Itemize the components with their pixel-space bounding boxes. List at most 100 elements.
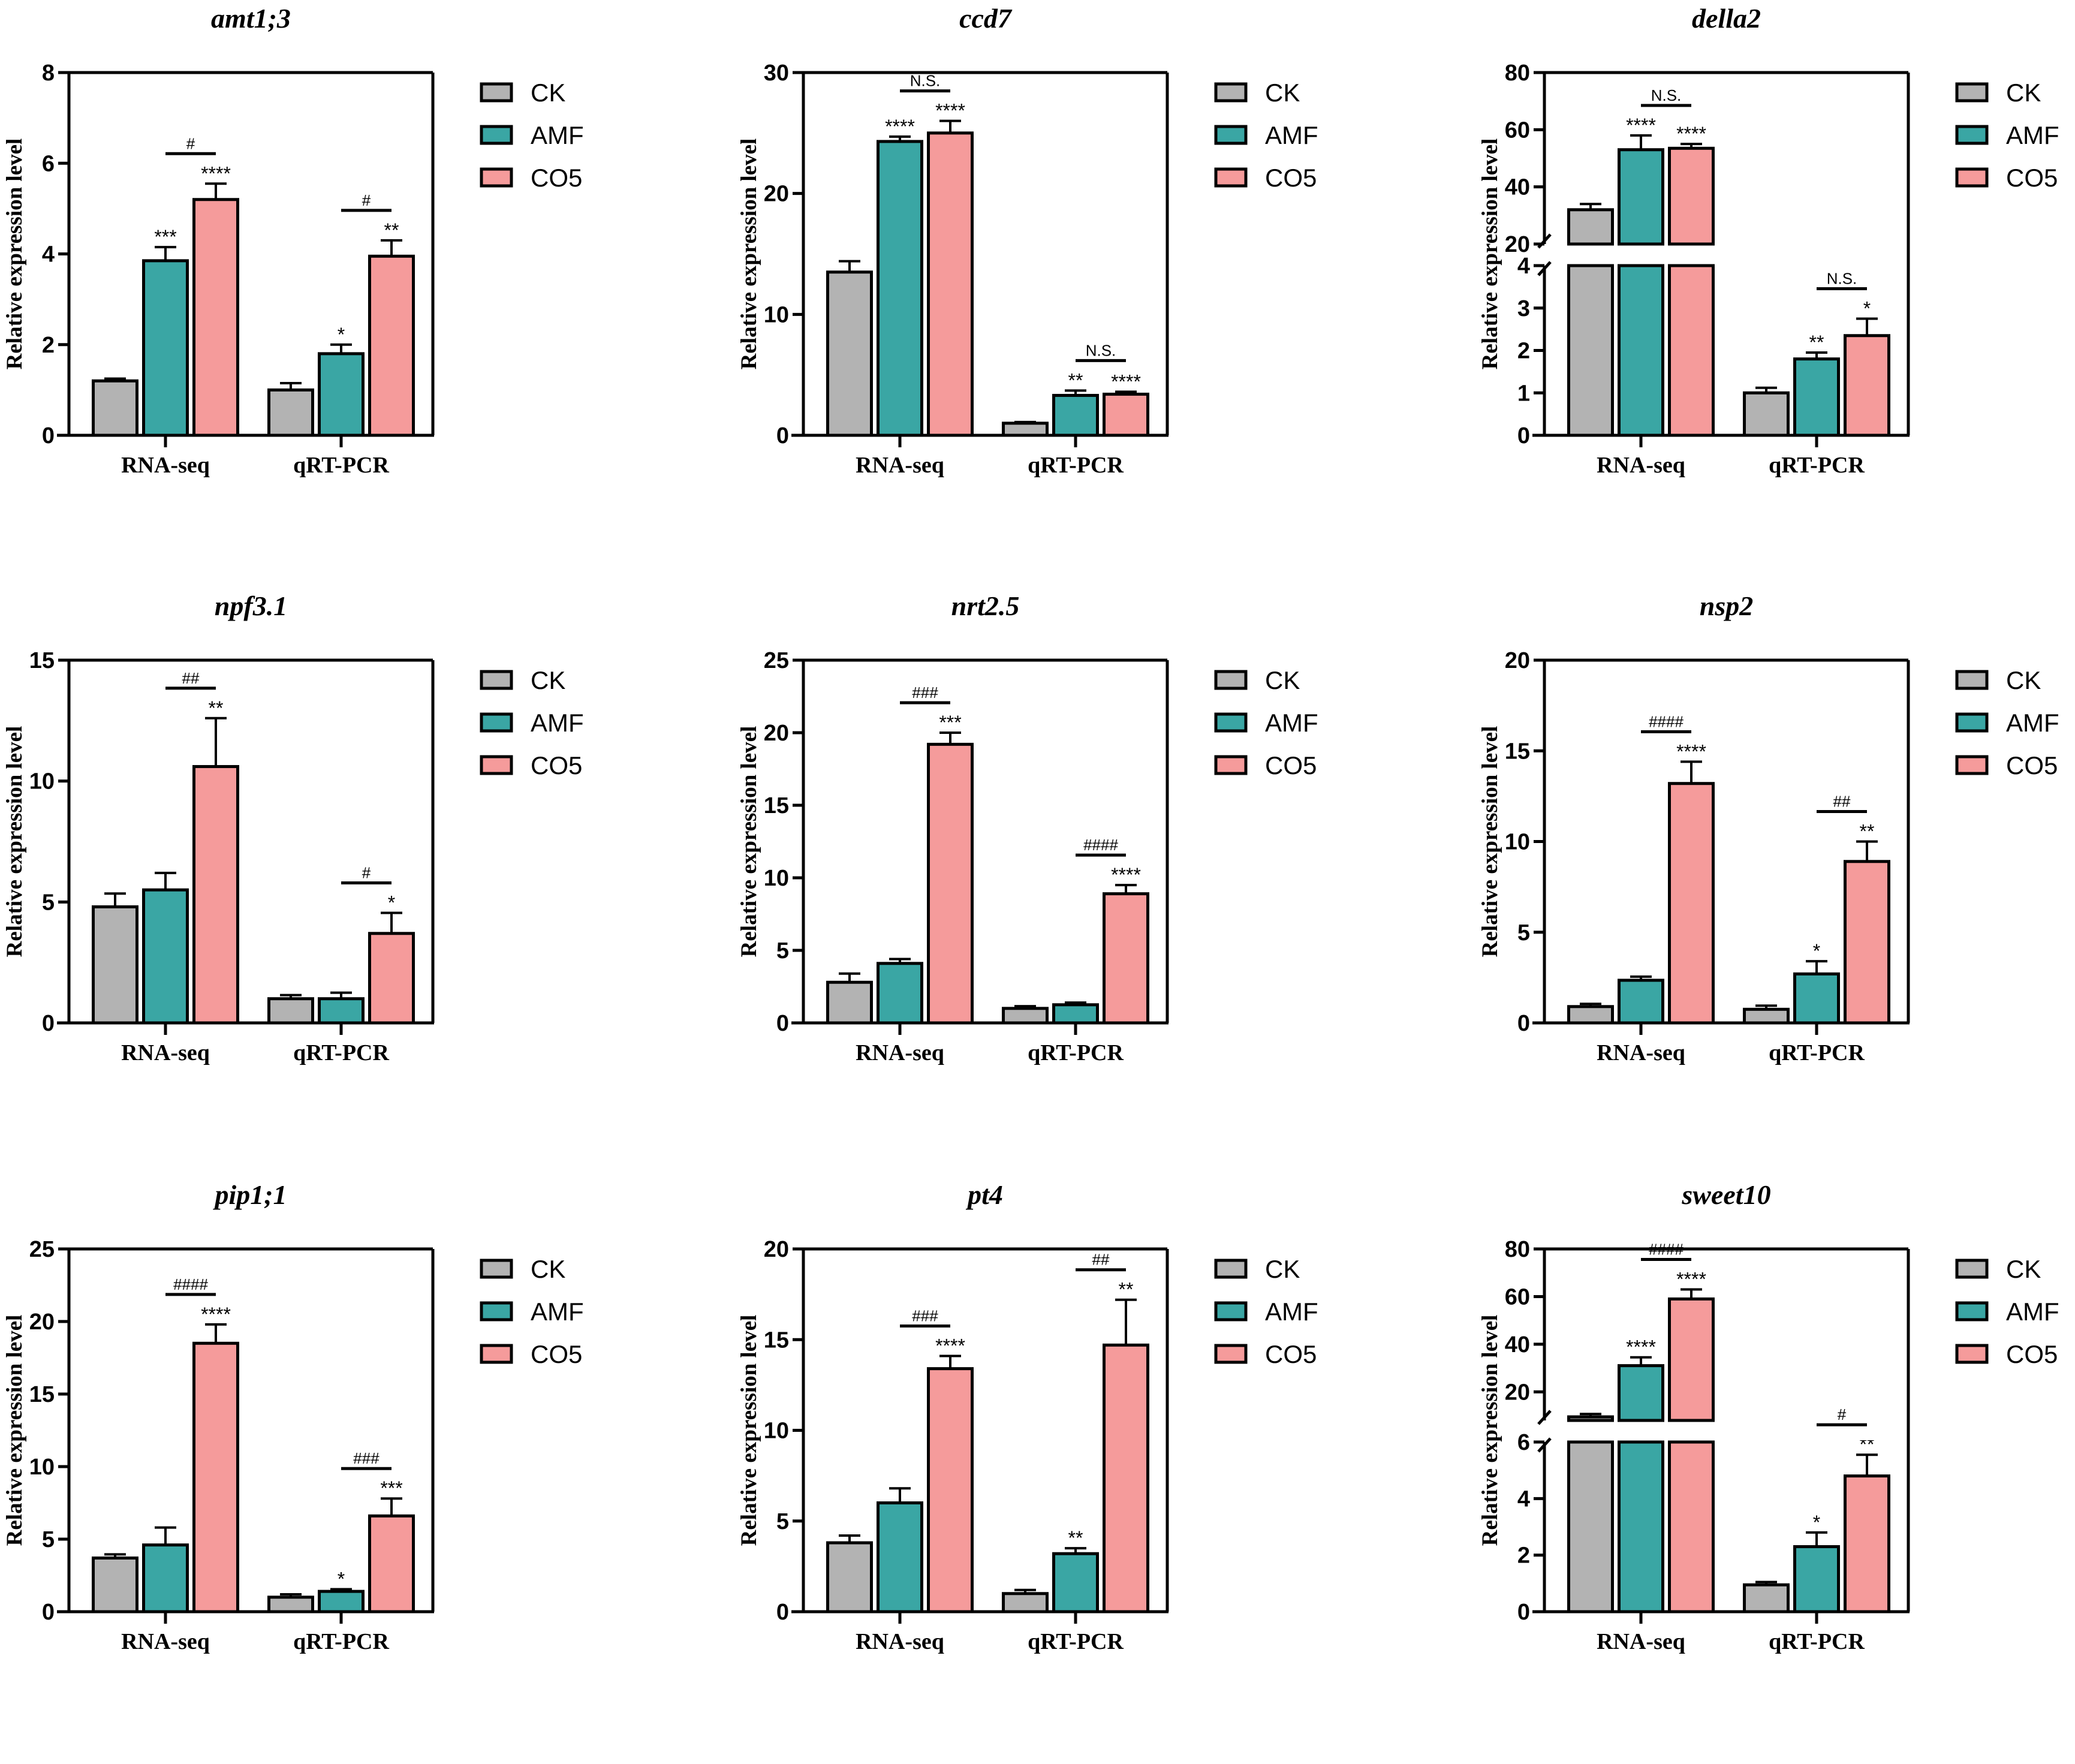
bar-co5-RNA-seq [927,742,974,1025]
bar-co5-qRT-PCR [368,1514,415,1614]
significance-stars: **** [1676,123,1706,145]
x-tick-label: qRT-PCR [1769,1040,1865,1065]
y-tick-label: 10 [29,769,55,794]
legend-label-co5: CO5 [1265,1340,1317,1368]
bar-ck-RNA-seq [1567,264,1614,437]
bar-co5-upper [1668,146,1715,246]
y-tick-label: 6 [42,151,55,176]
significance-stars: **** [201,162,231,184]
y-tick-label: 0 [776,423,789,448]
axis-break-mark [1537,233,1552,249]
significance-stars: ** [209,697,224,719]
legend-swatch-co5 [1955,755,1989,775]
significance-stars: **** [1111,371,1141,392]
bar-ck-RNA-seq [1567,1005,1614,1025]
comparison-label: ### [353,1449,380,1467]
chart-panel-nrt2-5: nrt2.5 Relative expression level *** **** ##… [734,588,1426,1175]
legend-label-co5: CO5 [1265,751,1317,779]
y-tick-label: 15 [1505,739,1530,764]
bar-ck-qRT-PCR [267,388,314,437]
y-tick-label: 15 [29,648,55,673]
legend-swatch-co5 [1214,167,1248,188]
y-tick-label: 80 [1505,1237,1530,1262]
y-tick-label: 5 [776,938,789,964]
legend-label-co5: CO5 [1265,164,1317,192]
x-tick-label: qRT-PCR [293,1629,389,1654]
axis-break-mark [1537,261,1552,276]
legend-label-amf: AMF [2006,121,2059,149]
bar-amf-RNA-seq [1618,264,1664,437]
bar-amf-RNA-seq [877,140,923,437]
bar-co5-qRT-PCR [1844,860,1890,1025]
legend-swatch-co5 [1955,167,1989,188]
legend-label-ck: CK [2006,1255,2041,1283]
legend-swatch-ck [480,670,513,690]
bar-ck-qRT-PCR [267,1596,314,1614]
legend-label-co5: CO5 [2006,164,2058,192]
bar-amf-qRT-PCR [318,1590,365,1614]
legend-label-co5: CO5 [531,164,582,192]
legend-swatch-co5 [480,1344,513,1364]
y-tick-label: 3 [1517,296,1530,321]
y-tick-label: 25 [29,1237,55,1262]
significance-stars: ** [1068,1527,1083,1549]
legend-label-ck: CK [531,666,565,694]
y-tick-label: 0 [42,1011,55,1036]
chart-title: pt4 [965,1179,1003,1210]
y-tick-label: 80 [1505,61,1530,86]
legend-label-amf: AMF [1265,121,1318,149]
significance-stars: **** [1676,740,1706,762]
chart-panel-ccd7: ccd7 Relative expression level **** ** **** *… [734,0,1426,588]
x-tick-label: qRT-PCR [1769,1629,1865,1654]
comparison-label: N.S. [1651,86,1682,104]
y-tick-label: 8 [42,61,55,86]
y-tick-label: 0 [776,1011,789,1036]
bar-amf-RNA-seq [877,1501,923,1614]
chart-panel-sweet10: sweet10 Relative expression level **** * ***… [1475,1176,2075,1764]
legend-swatch-amf [1955,125,1989,145]
legend-swatch-co5 [480,167,513,188]
chart-title: nrt2.5 [951,591,1020,621]
significance-stars: **** [1626,115,1656,136]
bar-amf-qRT-PCR [318,352,365,437]
x-tick-label: RNA-seq [121,1040,210,1065]
legend-label-co5: CO5 [531,1340,582,1368]
y-tick-label: 25 [764,648,789,673]
y-tick-label: 20 [764,182,789,207]
significance-stars: *** [380,1477,402,1499]
significance-stars: * [388,892,395,913]
legend-label-ck: CK [1265,79,1300,107]
bar-amf-qRT-PCR [318,997,365,1025]
legend-swatch-amf [1214,712,1248,733]
bar-ck-qRT-PCR [267,997,314,1025]
bar-co5-qRT-PCR [1103,1343,1149,1614]
bar-amf-RNA-seq [142,1543,189,1614]
bar-co5-qRT-PCR [368,932,415,1025]
y-axis-label: Relative expression level [2,139,27,370]
bar-ck-RNA-seq [826,980,873,1025]
y-tick-label: 4 [1517,1486,1530,1512]
legend-swatch-ck [1955,670,1989,690]
y-tick-label: 20 [29,1310,55,1335]
bar-ck-RNA-seq [826,1541,873,1614]
y-tick-label: 2 [1517,1543,1530,1569]
comparison-label: N.S. [1086,341,1116,359]
legend-swatch-amf [480,125,513,145]
bar-ck-qRT-PCR [1002,1592,1049,1614]
legend-label-amf: AMF [531,121,584,149]
legend-swatch-ck [480,1259,513,1279]
comparison-label: N.S. [910,72,941,90]
comparison-label: # [362,863,371,881]
comparison-label: ### [912,684,938,702]
y-tick-label: 0 [42,423,55,448]
significance-stars: * [1863,297,1871,319]
significance-stars: **** [1111,864,1141,886]
legend-label-ck: CK [1265,1255,1300,1283]
y-tick-label: 10 [764,302,789,327]
legend-swatch-ck [1214,82,1248,103]
bar-ck-RNA-seq [826,270,873,437]
